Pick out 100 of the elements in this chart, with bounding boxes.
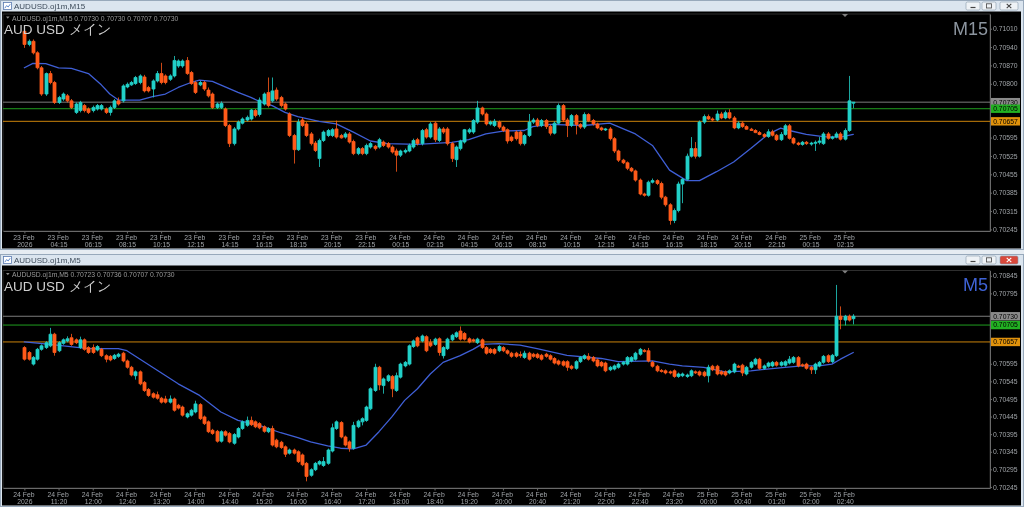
candlestick — [343, 131, 348, 140]
candlestick — [843, 314, 848, 326]
candlestick — [693, 141, 698, 159]
candlestick — [253, 420, 258, 429]
candlestick — [783, 359, 788, 367]
candlestick — [804, 362, 809, 371]
candlestick — [86, 107, 91, 115]
candlestick — [415, 335, 420, 348]
candlestick — [663, 369, 668, 375]
candlestick — [582, 112, 587, 130]
candlestick — [565, 359, 570, 372]
candlestick — [492, 118, 497, 128]
candlestick — [390, 374, 395, 398]
candlestick — [603, 361, 608, 373]
candlestick — [74, 102, 79, 115]
candlestick — [804, 140, 809, 146]
candlestick — [518, 351, 523, 359]
candlestick — [471, 338, 476, 343]
candlestick — [706, 364, 711, 383]
candlestick — [740, 120, 745, 129]
candlestick — [779, 360, 784, 367]
candlestick — [78, 100, 83, 113]
candlestick — [497, 120, 502, 130]
candlestick — [249, 416, 254, 427]
candlestick — [625, 355, 630, 366]
candlestick — [676, 372, 681, 379]
candlestick — [603, 127, 608, 132]
candlestick — [104, 107, 109, 115]
candlestick — [377, 137, 382, 150]
candlestick — [65, 335, 70, 343]
candlestick — [428, 121, 433, 140]
candlestick — [57, 340, 62, 353]
candlestick — [411, 138, 416, 150]
candlestick — [407, 143, 412, 153]
candlestick — [27, 39, 32, 47]
candlestick — [552, 356, 557, 365]
candlestick — [172, 397, 177, 413]
candlestick — [821, 131, 826, 146]
candlestick — [253, 108, 258, 118]
candlestick — [99, 103, 104, 111]
chart-title: AUDUSD.oj1m,M15 — [14, 2, 86, 11]
candlestick — [249, 108, 254, 121]
candlestick — [715, 110, 720, 122]
candlestick — [599, 126, 604, 132]
candlestick — [723, 110, 728, 120]
candlestick — [813, 362, 818, 375]
candlestick — [270, 77, 275, 103]
candlestick — [574, 113, 579, 135]
candlestick — [356, 146, 361, 156]
candlestick — [736, 120, 741, 130]
candlestick — [646, 180, 651, 198]
candlestick — [360, 146, 365, 156]
candlestick — [535, 352, 540, 360]
candlestick — [475, 337, 480, 345]
candlestick — [556, 359, 561, 366]
candlestick — [198, 80, 203, 87]
candlestick — [774, 133, 779, 142]
candlestick — [185, 411, 190, 419]
candlestick — [569, 113, 574, 128]
candlestick — [155, 391, 160, 401]
candlestick — [121, 83, 126, 103]
candlestick — [582, 353, 587, 361]
annotation: AUD USD メイン — [4, 278, 111, 294]
candlestick — [723, 370, 728, 377]
candlestick — [433, 120, 438, 143]
candlestick — [488, 120, 493, 126]
candlestick — [851, 313, 856, 325]
candlestick — [522, 350, 527, 360]
candlestick — [787, 123, 792, 141]
candlestick — [57, 95, 62, 105]
candlestick — [168, 395, 173, 404]
candlestick — [296, 449, 301, 464]
chart-title: AUDUSD.oj1m,M5 — [14, 256, 82, 265]
candlestick — [129, 80, 134, 87]
candlestick — [548, 353, 553, 361]
candlestick — [527, 351, 532, 361]
candlestick — [116, 97, 121, 106]
candlestick — [774, 360, 779, 367]
candlestick — [826, 353, 831, 364]
candlestick — [826, 131, 831, 141]
candlestick — [296, 118, 301, 152]
candlestick — [95, 344, 100, 352]
candlestick — [347, 440, 352, 453]
candlestick — [595, 122, 600, 130]
candlestick — [44, 72, 49, 97]
candlestick — [133, 370, 138, 380]
candlestick — [770, 360, 775, 368]
candlestick — [142, 74, 147, 93]
candlestick — [757, 130, 762, 136]
candlestick — [437, 336, 442, 357]
candlestick — [492, 347, 497, 356]
candlestick — [52, 332, 57, 357]
candlestick — [373, 144, 378, 151]
candlestick — [193, 400, 198, 414]
candlestick — [608, 365, 613, 372]
candlestick — [791, 355, 796, 365]
candlestick — [766, 361, 771, 369]
line-series — [23, 62, 854, 182]
candlestick — [757, 357, 762, 371]
candlestick — [838, 131, 843, 141]
